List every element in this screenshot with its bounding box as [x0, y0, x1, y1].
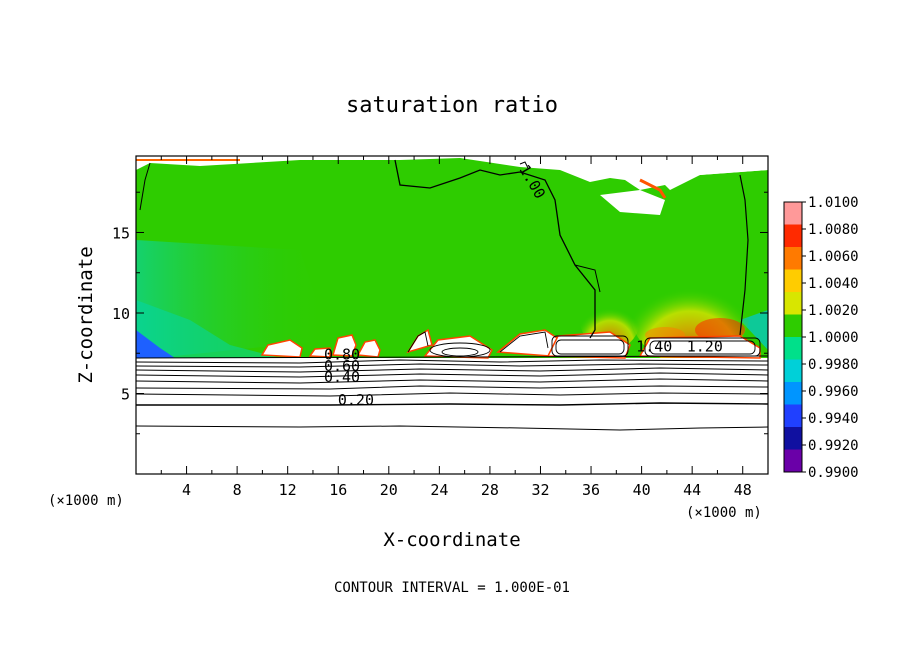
x-tick-label: 12 [279, 481, 297, 499]
colorbar-label: 1.0100 [808, 195, 859, 211]
chart-title: saturation ratio [346, 93, 558, 118]
colorbar-swatch [784, 337, 802, 360]
x-axis-title: X-coordinate [383, 529, 520, 551]
contour-label: 0.60 [324, 357, 360, 375]
y-tick-label: 10 [112, 305, 130, 323]
colorbar-swatch [784, 292, 802, 315]
x-tick-label: 28 [481, 481, 499, 499]
x-axis-unit-right: (×1000 m) [686, 505, 762, 521]
x-tick-label: 40 [633, 481, 651, 499]
x-tick-label: 24 [430, 481, 448, 499]
colorbar-swatch [784, 382, 802, 405]
colorbar-label: 1.0080 [808, 222, 859, 238]
y-tick-label: 15 [112, 224, 130, 242]
contour-label: 0.80 [324, 346, 360, 364]
colorbar-swatch [784, 314, 802, 337]
colorbar-swatch [784, 269, 802, 292]
x-tick-label: 16 [329, 481, 347, 499]
x-tick-label: 36 [582, 481, 600, 499]
x-tick-label: 32 [531, 481, 549, 499]
y-axis-ticks: 5 10 15 [112, 191, 768, 435]
colorbar-swatch [784, 224, 802, 247]
contour-labels: 0.200.400.600.801.001.201.40 [324, 162, 723, 409]
x-tick-label: 44 [683, 481, 701, 499]
colorbar-label: 1.0020 [808, 303, 859, 319]
colorbar-label: 0.9980 [808, 357, 859, 373]
x-tick-label: 8 [233, 481, 242, 499]
colorbar-swatch [784, 404, 802, 427]
colorbar-swatch [784, 359, 802, 382]
x-axis-ticks: 4 8 12 16 20 24 28 32 36 40 44 48 [160, 156, 752, 499]
colorbar-label: 1.0000 [808, 330, 859, 346]
x-tick-label: 48 [734, 481, 752, 499]
colorbar-swatch [784, 427, 802, 450]
colorbar-label: 1.0060 [808, 249, 859, 265]
colorbar-swatch [784, 202, 802, 225]
plot-field [136, 156, 768, 474]
colorbar-label: 0.9940 [808, 411, 859, 427]
y-axis-title: Z-coordinate [75, 246, 97, 383]
contour-label: 0.40 [324, 368, 360, 386]
contour-interval-note: CONTOUR INTERVAL = 1.000E-01 [334, 580, 570, 596]
x-tick-label: 4 [182, 481, 191, 499]
contour-label: 1.20 [687, 338, 723, 356]
colorbar-label: 0.9920 [808, 438, 859, 454]
x-axis-unit-left: (×1000 m) [48, 493, 124, 509]
colorbar-swatch [784, 449, 802, 472]
contour-label: 0.20 [338, 391, 374, 409]
colorbar-swatch [784, 247, 802, 270]
contour-label: 1.40 [636, 338, 672, 356]
colorbar-label: 0.9960 [808, 384, 859, 400]
colorbar-label: 0.9900 [808, 465, 859, 481]
x-tick-label: 20 [380, 481, 398, 499]
colorbar-label: 1.0040 [808, 276, 859, 292]
y-tick-label: 5 [121, 385, 130, 403]
colorbar: 1.0100 1.0080 1.0060 1.0040 1.0020 1.0000 0.99… [783, 195, 859, 481]
plot-frame [135, 155, 769, 475]
